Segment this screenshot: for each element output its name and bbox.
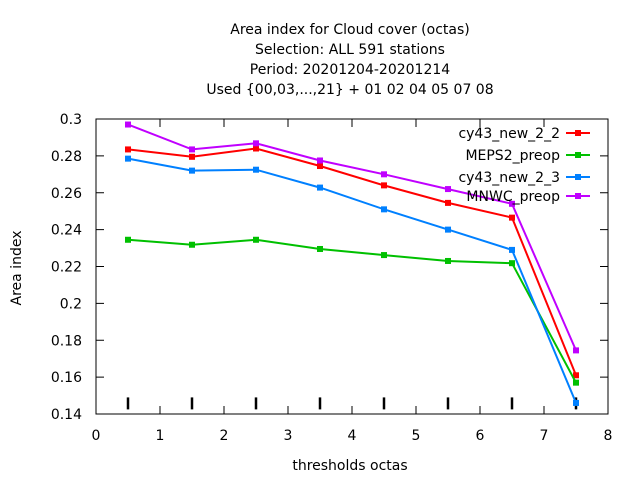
data-point (445, 199, 451, 206)
data-point (445, 257, 451, 264)
data-point (317, 157, 323, 164)
data-point (189, 153, 195, 160)
data-point (573, 379, 579, 386)
series-line (127, 147, 577, 376)
data-point (381, 182, 387, 189)
data-point (189, 241, 195, 248)
series-line (127, 123, 577, 351)
legend-swatch-marker (575, 193, 581, 199)
series-MEPS2_preop (125, 236, 579, 386)
data-point (445, 226, 451, 233)
data-point (189, 167, 195, 174)
y-tick-label: 0.3 (60, 112, 82, 128)
x-tick-label: 0 (92, 428, 101, 444)
series-group (125, 121, 579, 406)
y-tick-label: 0.16 (51, 370, 82, 386)
data-point (573, 399, 579, 406)
y-tick-label: 0.28 (51, 149, 82, 165)
y-tick-label: 0.14 (51, 407, 82, 423)
series-line (127, 238, 577, 384)
data-point (253, 140, 259, 147)
legend-swatch-marker (575, 152, 581, 158)
data-point (253, 166, 259, 173)
y-tick-label: 0.24 (51, 223, 82, 239)
title-line: Selection: ALL 591 stations (255, 42, 445, 58)
legend-label: cy43_new_2_3 (458, 170, 560, 186)
series-cy43_new_2_2 (125, 145, 579, 379)
legend-swatch-marker (575, 174, 581, 180)
data-point (445, 186, 451, 193)
threshold-markers (126, 397, 578, 410)
x-tick-label: 4 (348, 428, 357, 444)
legend-label: MNWC_preop (466, 189, 560, 205)
x-axis-label: thresholds octas (292, 458, 407, 474)
data-point (573, 372, 579, 379)
x-tick-label: 1 (156, 428, 165, 444)
legend: cy43_new_2_2 MEPS2_preop cy43_new_2_3 MNWC_… (458, 126, 590, 205)
data-point (253, 145, 259, 152)
data-point (381, 171, 387, 178)
legend-item: cy43_new_2_2 (458, 126, 590, 142)
legend-item: MEPS2_preop (465, 148, 590, 164)
series-cy43_new_2_3 (125, 155, 579, 406)
data-point (125, 121, 131, 128)
legend-label: cy43_new_2_2 (458, 126, 560, 142)
chart-title: Area index for Cloud cover (octas) Select… (206, 22, 493, 98)
data-point (573, 347, 579, 354)
data-point (317, 245, 323, 252)
data-point (125, 236, 131, 243)
data-point (381, 252, 387, 259)
title-line: Area index for Cloud cover (octas) (230, 22, 469, 38)
data-point (317, 184, 323, 191)
x-tick-label: 8 (604, 428, 613, 444)
data-point (381, 206, 387, 213)
data-point (509, 260, 515, 267)
data-point (317, 163, 323, 170)
x-tick-label: 7 (540, 428, 549, 444)
title-line: Period: 20201204-20201214 (250, 62, 450, 78)
data-point (189, 146, 195, 153)
legend-item: MNWC_preop (466, 189, 590, 205)
data-point (509, 246, 515, 253)
series-MNWC_preop (125, 121, 579, 354)
y-tick-label: 0.2 (60, 296, 82, 312)
data-point (125, 155, 131, 162)
legend-swatch-marker (575, 130, 581, 136)
title-line: Used {00,03,...,21} + 01 02 04 05 07 08 (206, 82, 493, 98)
x-tick-label: 6 (476, 428, 485, 444)
legend-label: MEPS2_preop (465, 148, 560, 164)
y-axis: 0.14 0.16 0.18 0.2 0.22 0.24 0.26 0.28 0.3 (51, 112, 608, 423)
x-tick-label: 5 (412, 428, 421, 444)
x-tick-label: 2 (220, 428, 229, 444)
data-point (253, 236, 259, 243)
y-tick-label: 0.18 (51, 333, 82, 349)
x-axis: 0 1 2 3 4 5 6 7 8 (92, 119, 613, 444)
x-tick-label: 3 (284, 428, 293, 444)
legend-item: cy43_new_2_3 (458, 170, 590, 186)
data-point (509, 214, 515, 221)
y-axis-label: Area index (9, 231, 25, 306)
y-tick-label: 0.22 (51, 260, 82, 276)
data-point (509, 200, 515, 207)
series-line (127, 157, 577, 404)
data-point (125, 146, 131, 153)
y-tick-label: 0.26 (51, 186, 82, 202)
